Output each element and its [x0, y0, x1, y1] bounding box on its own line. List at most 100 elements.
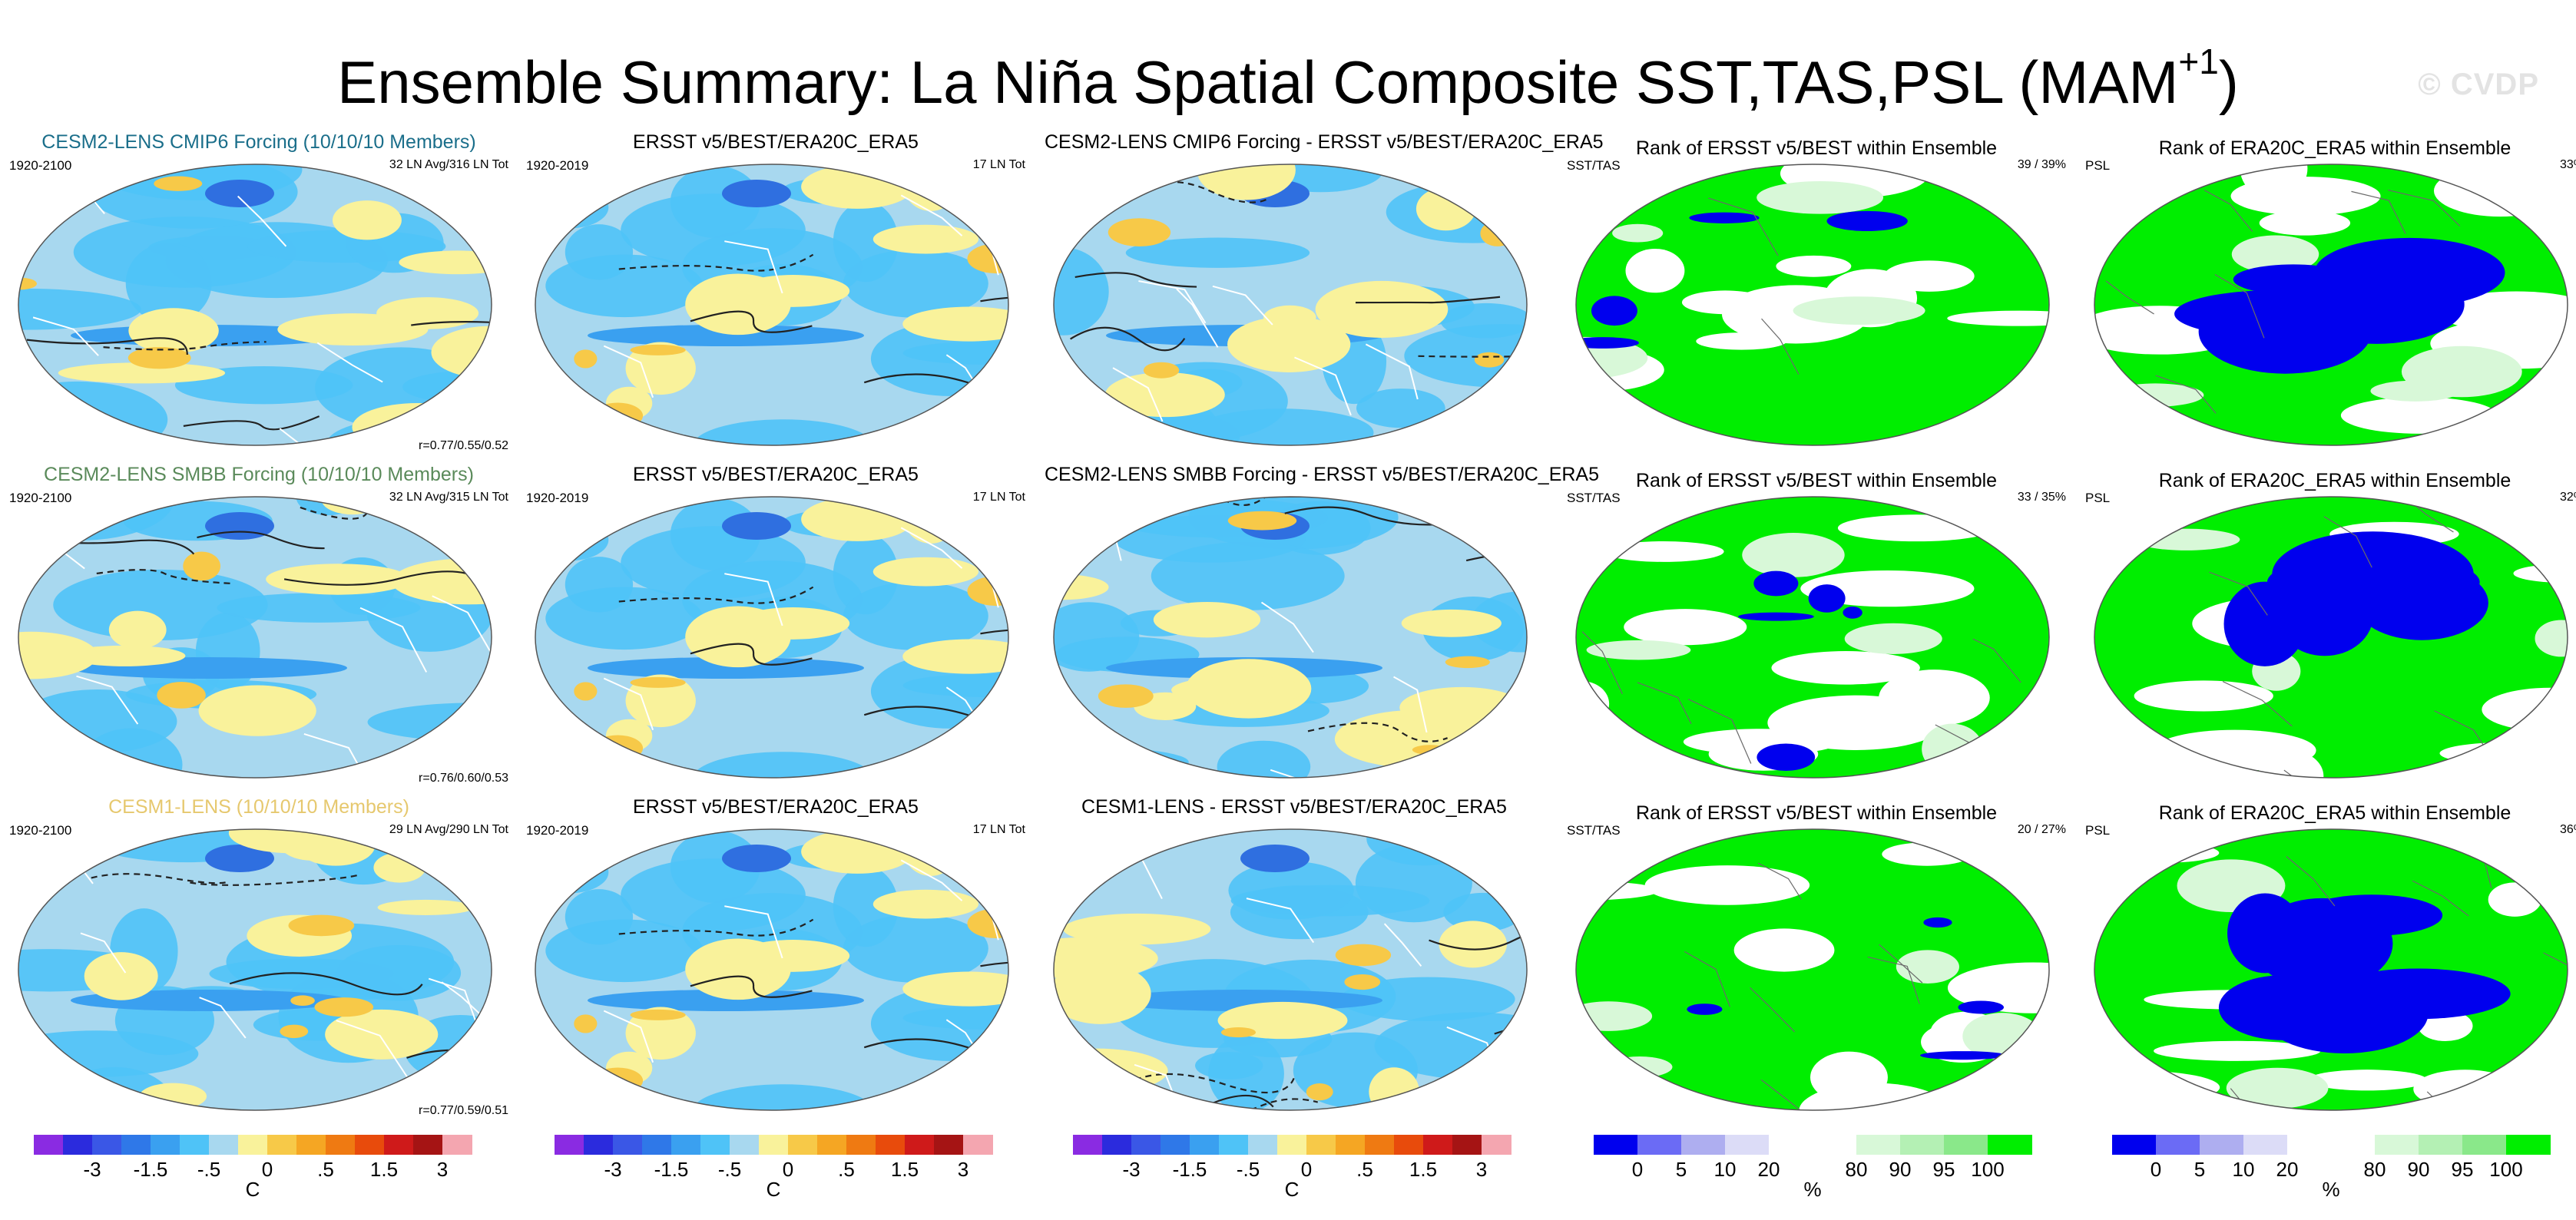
warm-core [42, 170, 108, 185]
psl-contour [96, 569, 232, 584]
coastline [2155, 375, 2217, 414]
coastline [199, 997, 247, 1039]
panel-rank-psl-row1: Rank of ERA20C_ERA5 within Ensemble PSL … [2085, 131, 2576, 453]
colorbar-swatch [2243, 1135, 2288, 1155]
colorbar-tick-label: 0 [261, 1158, 273, 1181]
cold-core [722, 512, 791, 540]
panel-title: ERSST v5/BEST/ERA20C_ERA5 [633, 796, 919, 818]
warm-anomaly [1465, 164, 1527, 199]
cool-anomaly [621, 526, 806, 600]
panel-diff-row3: CESM1-LENS - ERSST v5/BEST/ERA20C_ERA5 [1045, 795, 1544, 1118]
colorbar-swatch [846, 1135, 876, 1155]
cool-anomaly [692, 419, 874, 445]
warm-anomaly [902, 639, 1008, 674]
rank-low-region [1591, 296, 1637, 326]
rank-low-region [2349, 273, 2455, 306]
panel-rank-psl-row3: Rank of ERA20C_ERA5 within Ensemble PSL … [2085, 795, 2576, 1118]
map-field [18, 829, 492, 1110]
rank-pale-region [1757, 180, 1884, 214]
psl-contour [690, 975, 813, 998]
obs-map [534, 163, 1010, 451]
coastline [1757, 862, 1803, 900]
colorbar-tick-label: 20 [1757, 1158, 1780, 1181]
cool-anomaly [565, 224, 634, 280]
colorbar-swatch [2462, 1135, 2507, 1155]
panel-members: 32 LN Avg/316 LN Tot [389, 158, 508, 171]
panel-percent: 39 / 39% [2017, 158, 2066, 171]
panel-variable: SST/TAS [1567, 158, 1621, 173]
psl-contour [395, 834, 492, 853]
colorbar-swatch [1594, 1135, 1638, 1155]
rank-low-region [1576, 386, 1629, 405]
cool-anomaly [1217, 740, 1311, 778]
rank-mid-region [1733, 928, 1835, 972]
rank-low-region [2223, 581, 2306, 666]
coastline [1879, 944, 1923, 984]
panel-diff-row2: CESM2-LENS SMBB Forcing - ERSST v5/BEST/… [1045, 463, 1599, 785]
psl-contour [927, 1077, 1008, 1095]
diff-map [1052, 495, 1528, 783]
warm-core [574, 1014, 598, 1033]
coastline [1892, 775, 1956, 778]
map-outline [18, 828, 492, 1111]
colorbar-unit: C [245, 1178, 260, 1201]
panel-title: CESM2-LENS CMIP6 Forcing - ERSST v5/BEST… [1045, 131, 1604, 153]
colorbar-swatch [63, 1135, 93, 1155]
map-outline [2094, 828, 2568, 1111]
rank-low-region [1920, 1051, 2007, 1060]
coastline [432, 595, 492, 656]
cool-anomaly [1356, 388, 1445, 428]
colorbar-swatch [238, 1135, 268, 1155]
diff-map [1052, 828, 1528, 1116]
colorbar-tick-label: -1.5 [654, 1158, 689, 1181]
map-outline [1575, 496, 2050, 779]
cool-anomaly [843, 914, 988, 983]
warm-core [280, 1024, 309, 1039]
rank-pale-region [2370, 380, 2461, 402]
panel-obs-row1: ERSST v5/BEST/ERA20C_ERA5 1920-2019 17 L… [526, 131, 1025, 453]
rank-sst-map [1574, 495, 2051, 783]
panel-members: 32 LN Avg/315 LN Tot [389, 491, 508, 504]
panel-percent: 20 / 27% [2017, 823, 2066, 836]
colorbar-tick-label: 1.5 [369, 1158, 399, 1181]
watermark: © CVDP [2418, 68, 2539, 101]
colorbar-swatch [817, 1135, 847, 1155]
colorbar-swatch [151, 1135, 180, 1155]
colorbar-swatch [1306, 1135, 1336, 1155]
colorbar-tick-label: .5 [1356, 1158, 1373, 1181]
coastline [1867, 956, 1920, 1004]
figure-title: Ensemble Summary: La Niña Spatial Compos… [0, 23, 2576, 121]
rank-pale-region [1607, 1056, 1673, 1078]
rank-low-region [1687, 1003, 1723, 1015]
panel-ens-row2: CESM2-LENS SMBB Forcing (10/10/10 Member… [9, 463, 508, 785]
rank-pale-region [1586, 640, 1691, 660]
psl-contour [1418, 342, 1527, 358]
colorbar-tick-label: 80 [1845, 1158, 1868, 1181]
panel-title: CESM1-LENS - ERSST v5/BEST/ERA20C_ERA5 [1081, 796, 1507, 818]
colorbar-swatch [121, 1135, 151, 1155]
rank-mid-region [2433, 165, 2567, 217]
rank-low-region [1753, 570, 1799, 597]
warm-core [1227, 511, 1297, 531]
colorbar-tick-label: 10 [1713, 1158, 1737, 1181]
panel-title: Rank of ERA20C_ERA5 within Ensemble [2158, 137, 2511, 159]
colorbar-tick-label: 20 [2276, 1158, 2299, 1181]
rank-mid-region [1624, 609, 1747, 646]
map-outline [535, 496, 1009, 779]
cool-anomaly [565, 889, 634, 945]
warm-anomaly [736, 940, 850, 972]
rank-mid-region [1771, 651, 1920, 685]
warm-anomaly [1063, 913, 1211, 945]
colorbar-swatch [584, 1135, 614, 1155]
panel-members: 17 LN Tot [972, 823, 1025, 836]
colorbar-tick-label: -3 [83, 1158, 101, 1181]
warm-core [592, 1067, 644, 1094]
colorbar-temp-3: -3 -1.5 -.5 0 .5 1.5 3 C [1073, 1135, 1511, 1204]
warm-core [630, 1009, 686, 1020]
map-svg [1053, 828, 1528, 1111]
coastline [900, 194, 963, 236]
coastline [80, 932, 127, 974]
coastline [2214, 273, 2265, 339]
colorbar-tick-label: 5 [2194, 1158, 2206, 1181]
panel-title: Rank of ERA20C_ERA5 within Ensemble [2158, 802, 2511, 824]
